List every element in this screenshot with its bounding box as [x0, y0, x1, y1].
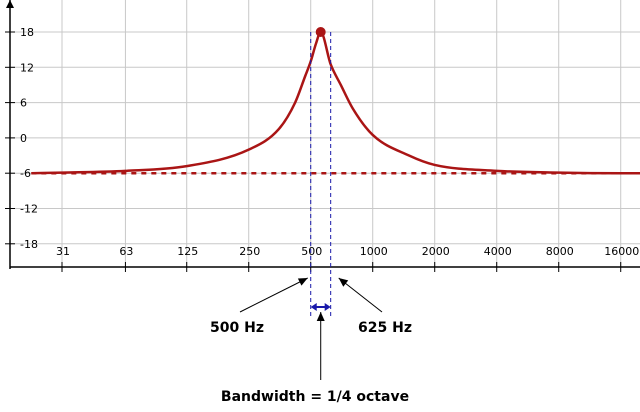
- x-tick-label: 63: [119, 245, 133, 258]
- high-freq-label: 625 Hz: [358, 320, 412, 336]
- x-tick-label: 2000: [422, 245, 450, 258]
- low-freq-arrow-line: [239, 277, 308, 313]
- x-tick-label: 250: [239, 245, 260, 258]
- low-freq-label: 500 Hz: [210, 320, 264, 336]
- bandwidth-arrow-head: [316, 312, 325, 321]
- axes: [6, 0, 640, 269]
- x-tick-label: 1000: [360, 245, 388, 258]
- bandwidth-markers: [310, 32, 332, 318]
- y-axis-arrow: [6, 0, 14, 8]
- y-tick-label: 12: [20, 61, 34, 74]
- annotations: 500 Hz 625 Hz Bandwidth = 1/4 octave: [210, 277, 412, 405]
- y-tick-label: -6: [20, 167, 31, 180]
- bandwidth-arrowhead-left: [310, 303, 317, 311]
- high-freq-arrow-head: [338, 278, 349, 287]
- low-freq-arrow-head: [297, 278, 308, 286]
- series: [31, 27, 640, 175]
- x-tick-label: 8000: [546, 245, 574, 258]
- bandwidth-arrowhead-right: [324, 303, 331, 311]
- y-tick-label: -18: [20, 238, 38, 251]
- x-tick-label: 16000: [604, 245, 639, 258]
- y-tick-label: 6: [20, 97, 27, 110]
- high-freq-arrow-line: [338, 277, 383, 313]
- x-tick-label: 125: [177, 245, 198, 258]
- bandwidth-label: Bandwidth = 1/4 octave: [221, 389, 409, 405]
- y-tick-label: 0: [20, 132, 27, 145]
- y-tick-label: -12: [20, 203, 38, 216]
- y-tick-label: 18: [20, 26, 34, 39]
- x-tick-label: 500: [301, 245, 322, 258]
- grid: [10, 0, 640, 267]
- x-tick-label: 31: [56, 245, 70, 258]
- peak-marker: [315, 27, 326, 37]
- x-tick-label: 4000: [484, 245, 512, 258]
- ticks: 18 12 6 0 -6 -12 -18 31 63 125 250 500 1000 2000 4000 8…: [5, 26, 639, 272]
